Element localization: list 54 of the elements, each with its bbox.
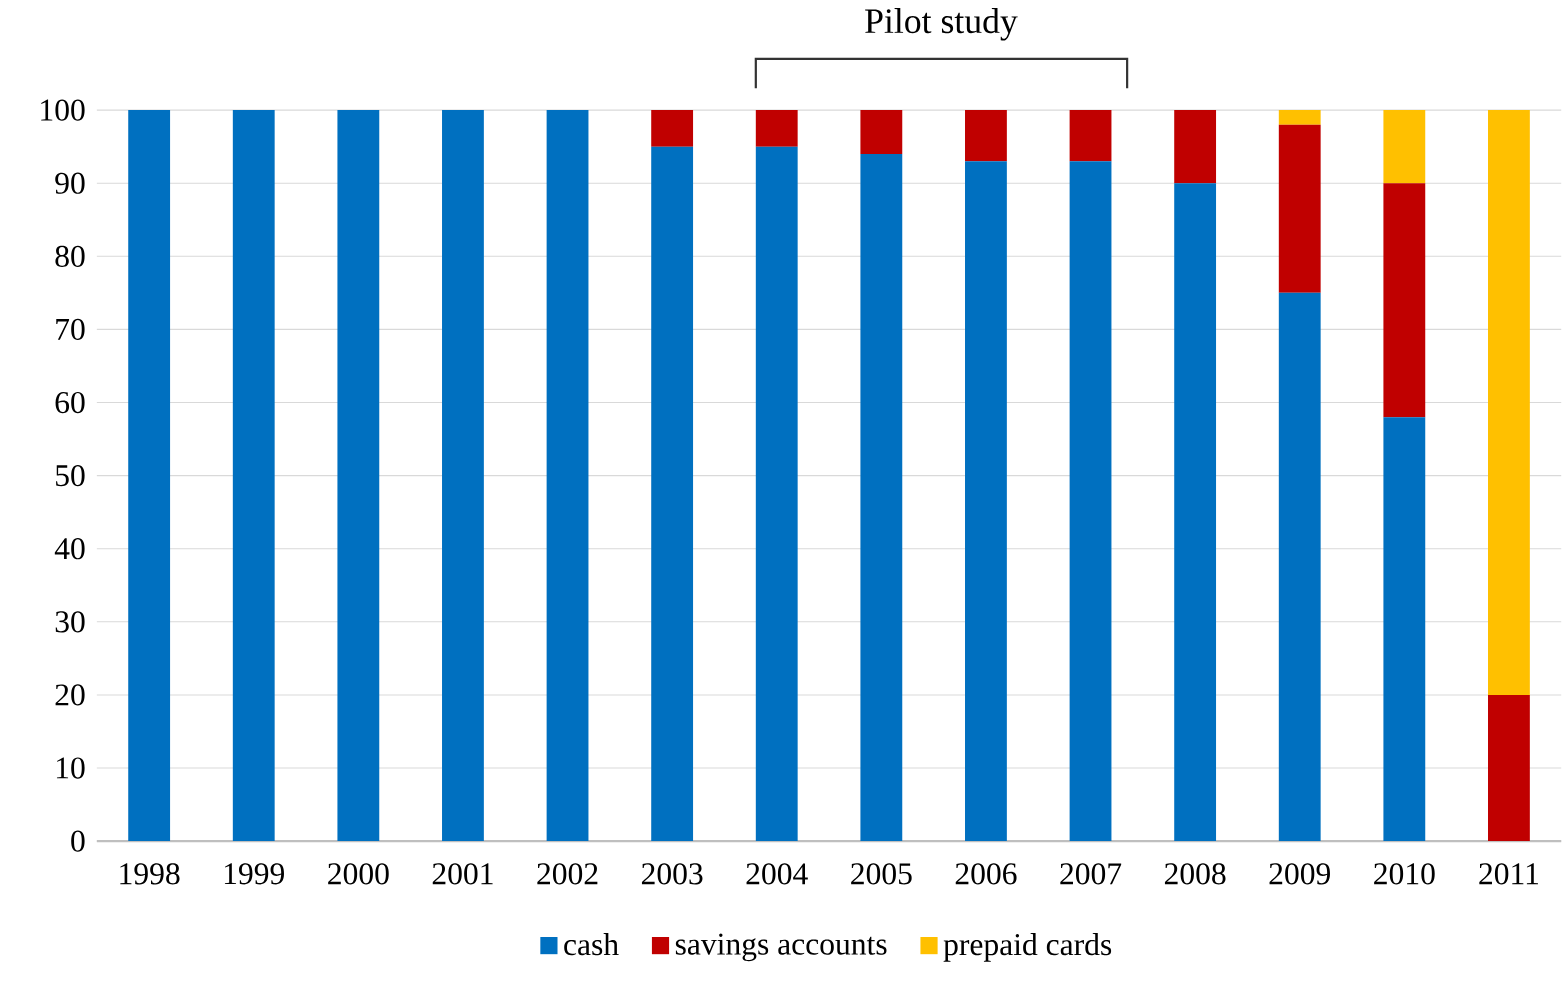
bar <box>755 110 798 147</box>
bar <box>442 110 484 842</box>
x-tick-label: 1999 <box>224 863 284 885</box>
bar <box>965 161 1007 842</box>
bar <box>546 110 589 842</box>
bar <box>232 110 275 842</box>
x-tick-label: 2007 <box>1060 863 1122 885</box>
y-tick-label: 50 <box>56 465 85 487</box>
bar <box>755 146 798 842</box>
x-tick-label: 2009 <box>1269 863 1330 885</box>
y-tick-label: 40 <box>54 538 85 560</box>
bar <box>1174 110 1217 184</box>
bar <box>1488 110 1530 695</box>
y-tick-label: 10 <box>56 757 85 779</box>
bar <box>860 110 903 154</box>
bar <box>1383 417 1426 842</box>
legend-label: cash <box>564 933 619 956</box>
y-tick-label: 80 <box>55 245 85 267</box>
y-tick-label: 70 <box>56 318 85 341</box>
x-tick-label: 2002 <box>537 863 598 885</box>
legend-label: prepaid cards <box>943 933 1112 962</box>
bar <box>337 110 380 842</box>
bar <box>128 110 171 842</box>
text: Pilot study <box>865 8 1018 41</box>
x-tick-label: 2004 <box>746 863 808 885</box>
y-tick-label: 90 <box>55 172 85 194</box>
x-tick-label: 2010 <box>1374 863 1435 885</box>
x-tick-label: 2008 <box>1164 863 1226 885</box>
bar <box>1174 183 1217 842</box>
y-tick-label: 0 <box>71 830 85 852</box>
bar <box>651 146 694 842</box>
bar <box>1069 110 1112 162</box>
bar <box>1383 183 1426 418</box>
bar <box>1383 110 1426 184</box>
x-tick-label: 2001 <box>432 863 493 885</box>
x-tick-label: 2006 <box>955 863 1017 885</box>
y-tick-label: 60 <box>55 391 85 414</box>
bar <box>1278 292 1321 842</box>
y-tick-label: 20 <box>55 684 85 706</box>
x-tick-label: 2005 <box>851 863 912 885</box>
bar <box>1069 161 1112 842</box>
legend-label: savings accounts <box>675 933 887 962</box>
bar <box>1278 124 1321 293</box>
x-tick-label: 2003 <box>641 863 703 885</box>
bar <box>1488 694 1530 842</box>
x-tick-label: 1998 <box>120 863 180 885</box>
x-tick-label: 2000 <box>328 863 389 885</box>
y-tick-label: 30 <box>55 611 85 633</box>
bar <box>1278 110 1321 125</box>
bar <box>965 110 1007 162</box>
bar <box>860 154 903 842</box>
x-tick-label: 2011 <box>1479 863 1538 885</box>
y-tick-label: 100 <box>41 99 85 121</box>
bar <box>651 110 694 147</box>
